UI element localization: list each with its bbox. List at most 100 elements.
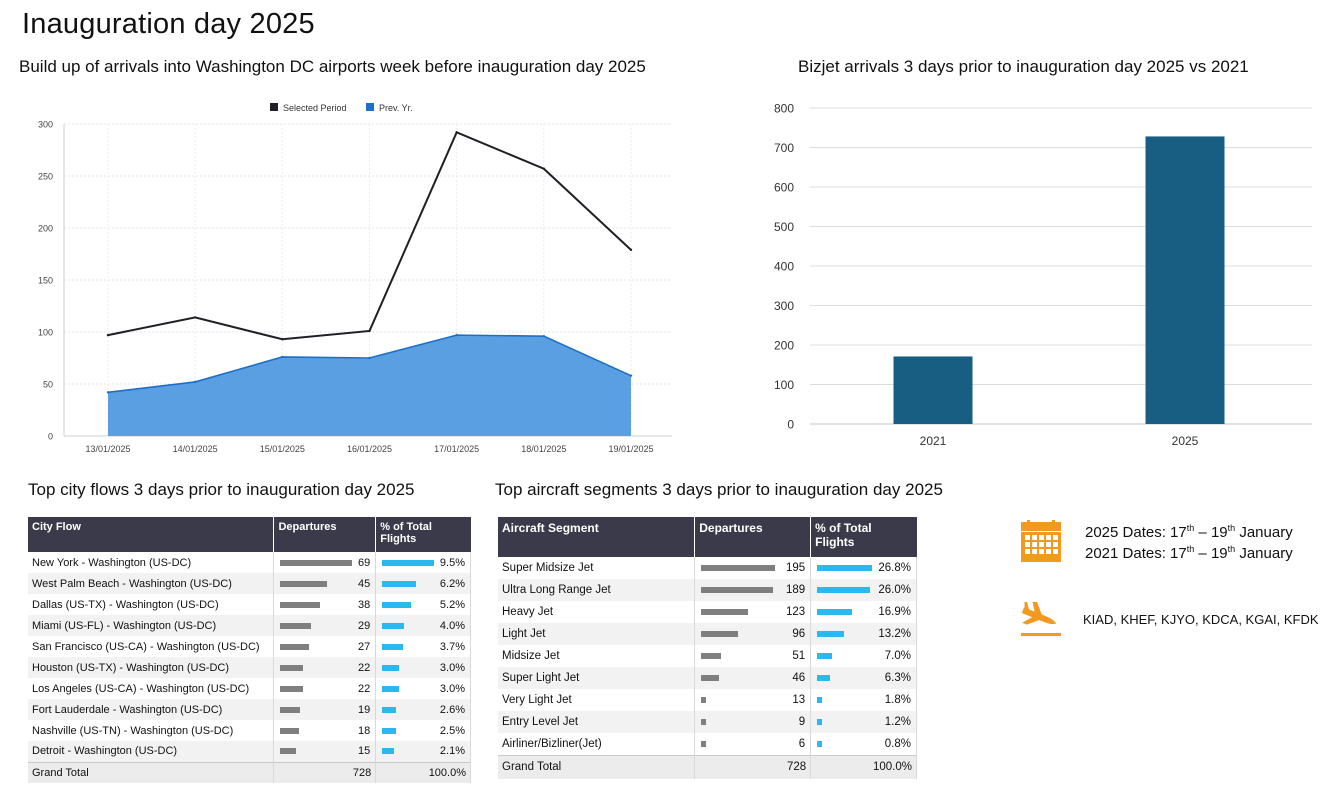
departures-cell: 189 [694, 579, 812, 601]
pct-bar [817, 740, 823, 747]
departures-value: 19 [358, 703, 371, 716]
pct-value: 1.8% [884, 694, 911, 706]
pct-value: 2.6% [439, 703, 465, 716]
departures-bar [701, 565, 776, 571]
departures-cell: 22 [273, 657, 377, 678]
pct-bar [817, 697, 823, 703]
pct-bar [382, 580, 417, 587]
pct-cell: 6.2% [375, 573, 471, 594]
y-tick-label: 500 [774, 220, 794, 234]
pct-cell: 5.2% [375, 594, 471, 615]
x-tick-label: 14/01/2025 [173, 444, 218, 454]
departures-bar [280, 580, 328, 587]
bar-2021 [893, 356, 973, 424]
table-row: New York - Washington (US-DC) 69 9.5% [28, 552, 471, 573]
row-name: Very Light Jet [498, 689, 696, 711]
pct-bar [817, 565, 873, 571]
departures-cell: 96 [694, 623, 812, 645]
departures-value: 6 [798, 737, 806, 750]
pct-bar [382, 748, 394, 755]
dates-2021-sup-end: th [1227, 544, 1236, 554]
departures-cell: 29 [273, 615, 377, 636]
departures-value: 9 [798, 716, 806, 728]
dates-2021-sup-start: th [1186, 544, 1195, 554]
departures-cell: 51 [694, 645, 812, 667]
airports-list: KIAD, KHEF, KJYO, KDCA, KGAI, KFDK [1083, 612, 1319, 627]
y-tick-label: 0 [48, 432, 53, 442]
city-table-title: Top city flows 3 days prior to inaugurat… [28, 480, 415, 499]
departures-cell: 18 [273, 720, 377, 741]
departures-bar [701, 653, 721, 659]
data-point-prev-yr [281, 355, 284, 359]
pct-value: 2.1% [439, 745, 465, 758]
line-chart-legend: Selected Period Prev. Yr. [270, 103, 413, 113]
pct-cell: 6.3% [810, 667, 917, 689]
grand-total-row: Grand Total 728 100.0% [498, 754, 917, 779]
departures-value: 189 [785, 584, 806, 596]
table-row: Midsize Jet 51 7.0% [498, 645, 917, 667]
departures-bar [701, 697, 707, 703]
y-tick-label: 100 [774, 378, 794, 392]
segment-table-title: Top aircraft segments 3 days prior to in… [495, 480, 943, 499]
column-header-departures: Departures [273, 517, 377, 552]
grand-total-pct: 100.0% [375, 761, 471, 783]
line-chart-title: Build up of arrivals into Washington DC … [19, 57, 646, 76]
dates-2021: 2021 Dates: 17th – 19th January [1085, 544, 1293, 562]
pct-bar [817, 609, 852, 615]
y-tick-label: 0 [787, 418, 794, 432]
departures-cell: 15 [273, 741, 377, 762]
departures-bar [280, 727, 300, 734]
departures-bar [280, 748, 297, 755]
departures-cell: 69 [273, 552, 377, 573]
y-tick-label: 400 [774, 260, 794, 274]
pct-value: 26.0% [878, 584, 911, 596]
x-tick-label: 15/01/2025 [260, 444, 305, 454]
table-row: Light Jet 96 13.2% [498, 623, 917, 645]
calendar-icon [1021, 520, 1061, 567]
grand-total-label: Grand Total [28, 761, 275, 783]
pct-bar [817, 587, 871, 593]
departures-cell: 46 [694, 667, 812, 689]
departures-cell: 22 [273, 678, 377, 699]
departures-bar [701, 609, 748, 615]
departures-value: 29 [358, 619, 371, 632]
column-header-aircraft-segment: Aircraft Segment [498, 517, 696, 557]
pct-bar [817, 631, 845, 637]
row-name: San Francisco (US-CA) - Washington (US-D… [28, 636, 275, 657]
departures-value: 46 [792, 672, 806, 684]
departures-bar [280, 559, 353, 566]
table-row: Super Light Jet 46 6.3% [498, 667, 917, 689]
data-point-prev-yr [542, 334, 546, 338]
legend-swatch-selected-period [270, 103, 278, 111]
pct-cell: 3.0% [375, 657, 471, 678]
y-tick-label: 200 [38, 224, 53, 234]
pct-cell: 9.5% [375, 552, 471, 573]
pct-cell: 3.7% [375, 636, 471, 657]
departures-value: 69 [358, 556, 371, 569]
departures-bar [701, 719, 707, 725]
pct-value: 2.5% [439, 724, 465, 737]
aircraft-segment-table: Aircraft Segment Departures % of Total F… [498, 517, 917, 779]
table-row: Entry Level Jet 9 1.2% [498, 711, 917, 733]
data-point-prev-yr [629, 374, 633, 377]
row-name: Fort Lauderdale - Washington (US-DC) [28, 699, 275, 720]
pct-value: 6.2% [439, 577, 465, 590]
y-tick-label: 250 [38, 172, 53, 182]
table-row: Ultra Long Range Jet 189 26.0% [498, 579, 917, 601]
row-name: Nashville (US-TN) - Washington (US-DC) [28, 720, 275, 741]
y-tick-label: 200 [774, 339, 794, 353]
y-tick-label: 700 [774, 141, 794, 155]
departures-value: 123 [785, 606, 806, 618]
departures-value: 22 [358, 661, 371, 674]
departures-cell: 38 [273, 594, 377, 615]
grand-total-departures: 728 [273, 761, 377, 783]
bizjet-bar-chart: 0 100 200 300 400 500 600 700 800 2021 2025 [774, 102, 1312, 448]
x-tick-label: 17/01/2025 [434, 444, 479, 454]
departures-bar [701, 740, 707, 747]
pct-bar [817, 719, 823, 725]
data-point-prev-yr [368, 356, 371, 360]
departures-cell: 27 [273, 636, 377, 657]
departures-value: 45 [358, 577, 371, 590]
pct-value: 16.9% [878, 606, 911, 618]
dates-2025-mid: – 19 [1194, 524, 1228, 541]
